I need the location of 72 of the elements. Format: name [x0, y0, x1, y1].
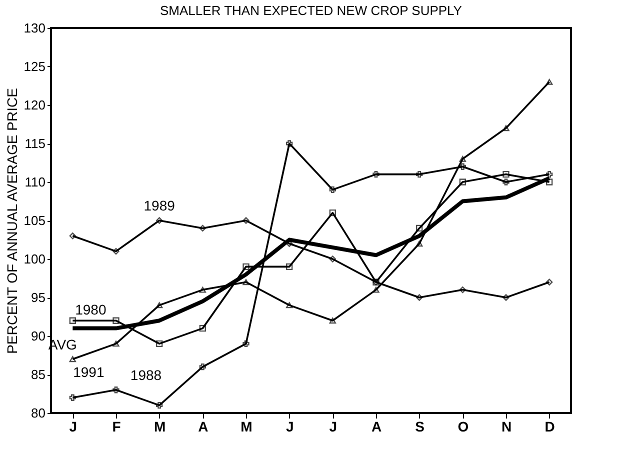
- chart-title: SMALLER THAN EXPECTED NEW CROP SUPPLY: [160, 3, 462, 18]
- point: [286, 302, 293, 308]
- point: [416, 224, 423, 232]
- point: [546, 78, 553, 85]
- x-tick-label: O: [458, 418, 469, 434]
- point: [502, 125, 510, 132]
- y-tick-label: 100: [24, 252, 46, 266]
- point: [112, 340, 120, 347]
- point: [156, 402, 163, 409]
- point: [242, 263, 250, 270]
- point: [459, 286, 466, 294]
- point: [69, 356, 76, 362]
- series-label: 1989: [144, 198, 176, 214]
- y-tick-label: 130: [24, 20, 46, 36]
- point: [156, 217, 163, 224]
- point: [69, 394, 76, 401]
- point: [459, 178, 466, 186]
- point: [329, 186, 336, 194]
- x-tick-label: J: [286, 418, 294, 434]
- point: [372, 286, 380, 293]
- point: [242, 279, 250, 286]
- x-tick-label: M: [154, 418, 166, 434]
- point: [112, 386, 120, 394]
- point: [502, 178, 510, 186]
- point: [329, 256, 336, 262]
- point: [329, 318, 336, 324]
- point: [502, 170, 510, 178]
- y-tick-label: 115: [24, 136, 46, 151]
- point: [112, 248, 120, 255]
- point: [69, 317, 76, 324]
- x-tick-label: M: [240, 418, 252, 434]
- point: [69, 232, 76, 240]
- point: [546, 178, 553, 186]
- y-tick-label: 85: [31, 367, 46, 382]
- x-tick-label: A: [371, 418, 382, 434]
- series-label: 1980: [75, 302, 106, 318]
- point: [199, 224, 206, 232]
- point: [416, 240, 423, 247]
- point: [286, 263, 293, 270]
- point: [199, 286, 206, 293]
- y-tick-label: 110: [24, 174, 46, 190]
- point: [199, 324, 206, 332]
- point: [459, 163, 466, 170]
- point: [329, 209, 336, 216]
- point: [156, 302, 163, 308]
- x-tick-label: F: [112, 418, 122, 434]
- y-tick-label: 105: [24, 213, 46, 228]
- point: [286, 140, 293, 147]
- series-label: 1988: [130, 366, 162, 383]
- point: [546, 278, 553, 286]
- point: [416, 294, 423, 301]
- point: [372, 170, 380, 178]
- point: [199, 363, 206, 370]
- series-label: 1991: [73, 364, 104, 380]
- y-tick-label: 125: [24, 59, 46, 74]
- point: [156, 340, 163, 348]
- y-tick-label: 80: [31, 406, 46, 420]
- point: [112, 317, 120, 324]
- x-tick-label: J: [329, 418, 338, 434]
- x-tick-label: J: [69, 418, 78, 434]
- x-tick-label: A: [198, 418, 208, 434]
- point: [416, 170, 423, 178]
- y-axis-title: PERCENT OF ANNUAL AVERAGE PRICE: [4, 88, 20, 354]
- y-tick-label: 120: [24, 98, 46, 112]
- x-tick-label: S: [415, 418, 425, 434]
- point: [459, 156, 466, 162]
- point: [242, 340, 250, 348]
- x-tick-label: D: [544, 418, 555, 434]
- y-tick-label: 95: [31, 290, 46, 305]
- point: [546, 170, 553, 178]
- x-tick-label: N: [501, 418, 512, 434]
- y-tick-label: 90: [31, 328, 46, 344]
